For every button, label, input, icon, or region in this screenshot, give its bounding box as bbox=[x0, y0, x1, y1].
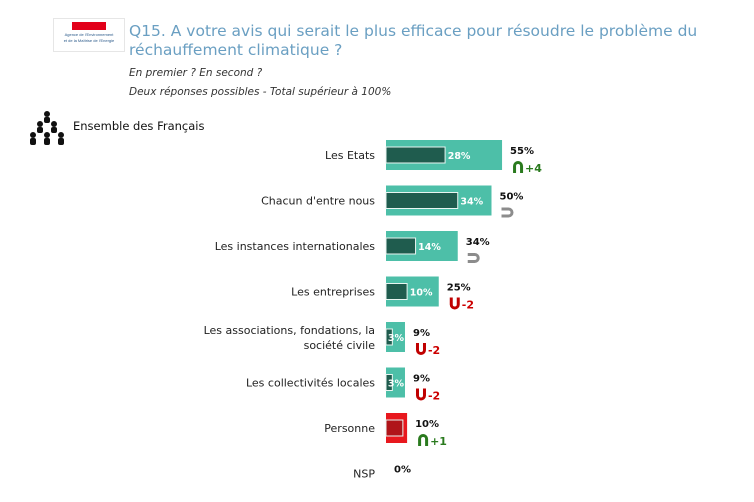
trend-up-icon bbox=[513, 161, 524, 173]
first-choice-bar bbox=[385, 419, 404, 437]
subtitle-note: Deux réponses possibles - Total supérieu… bbox=[129, 86, 392, 98]
first-choice-bar bbox=[385, 237, 417, 255]
trend-arrow-shape bbox=[415, 343, 426, 355]
first-choice-value: 10% bbox=[410, 288, 433, 299]
trend-arrow-shape bbox=[449, 297, 460, 310]
total-value: 9% bbox=[413, 374, 430, 385]
first-choice-value: 28% bbox=[448, 151, 471, 162]
logo-text: Agence de l'Environnement et de la Maîtr… bbox=[56, 32, 122, 44]
total-value: 34% bbox=[466, 237, 490, 248]
trend-down-icon bbox=[449, 297, 460, 310]
trend-arrow-shape bbox=[467, 253, 480, 263]
ademe-logo: Agence de l'Environnement et de la Maîtr… bbox=[53, 18, 125, 52]
first-choice-bar bbox=[385, 192, 459, 209]
trend-arrow-shape bbox=[513, 161, 524, 173]
trend-arrow-shape bbox=[415, 388, 426, 401]
first-choice-bar bbox=[385, 146, 446, 164]
first-choice-bar bbox=[385, 283, 408, 300]
trend-arrow-shape bbox=[501, 207, 514, 218]
category-label: NSP bbox=[353, 468, 375, 481]
category-label: Les associations, fondations, la société … bbox=[204, 324, 376, 352]
subtitle-order: En premier ? En second ? bbox=[129, 67, 263, 79]
trend-stable-icon bbox=[501, 207, 514, 218]
category-label-line: société civile bbox=[304, 339, 376, 352]
trend-down-icon bbox=[415, 343, 426, 355]
trend-up-icon bbox=[418, 434, 429, 446]
total-value: 0% bbox=[394, 465, 411, 476]
first-choice-value: 34% bbox=[460, 197, 483, 208]
category-label: Chacun d'entre nous bbox=[261, 195, 375, 208]
total-value: 50% bbox=[500, 192, 524, 203]
total-value: 10% bbox=[415, 419, 439, 430]
trend-stable-icon bbox=[467, 253, 480, 263]
evolution-value: -2 bbox=[428, 390, 440, 403]
population-label: Ensemble des Français bbox=[73, 119, 205, 133]
category-label: Les collectivités locales bbox=[246, 377, 375, 390]
total-value: 9% bbox=[413, 328, 430, 339]
logo-line1: Agence de l'Environnement bbox=[64, 32, 114, 37]
logo-line2: et de la Maîtrise de l'Energie bbox=[63, 38, 115, 43]
evolution-value: -2 bbox=[462, 299, 474, 312]
evolution-value: -2 bbox=[428, 344, 440, 357]
category-label: Les instances internationales bbox=[215, 240, 376, 253]
category-label-line: Les associations, fondations, la bbox=[204, 324, 375, 337]
first-choice-value: 8% bbox=[409, 424, 426, 435]
total-value: 25% bbox=[447, 283, 471, 294]
trend-down-icon bbox=[415, 388, 426, 401]
evolution-value: +4 bbox=[525, 162, 542, 175]
chart-title: Q15. A votre avis qui serait le plus eff… bbox=[129, 22, 698, 59]
trend-arrow-shape bbox=[418, 434, 429, 446]
category-label: Les Etats bbox=[325, 149, 375, 162]
total-value: 55% bbox=[510, 146, 534, 157]
logo-flag bbox=[72, 22, 106, 30]
category-label: Les entreprises bbox=[291, 286, 375, 299]
first-choice-value: 3% bbox=[388, 379, 405, 390]
first-choice-value: 14% bbox=[418, 242, 441, 253]
first-choice-value: 3% bbox=[388, 333, 405, 344]
first-choice-bar bbox=[385, 328, 393, 346]
evolution-value: +1 bbox=[430, 435, 447, 448]
people-group-icon bbox=[30, 111, 64, 145]
first-choice-bar bbox=[385, 374, 393, 391]
category-label: Personne bbox=[324, 422, 375, 435]
